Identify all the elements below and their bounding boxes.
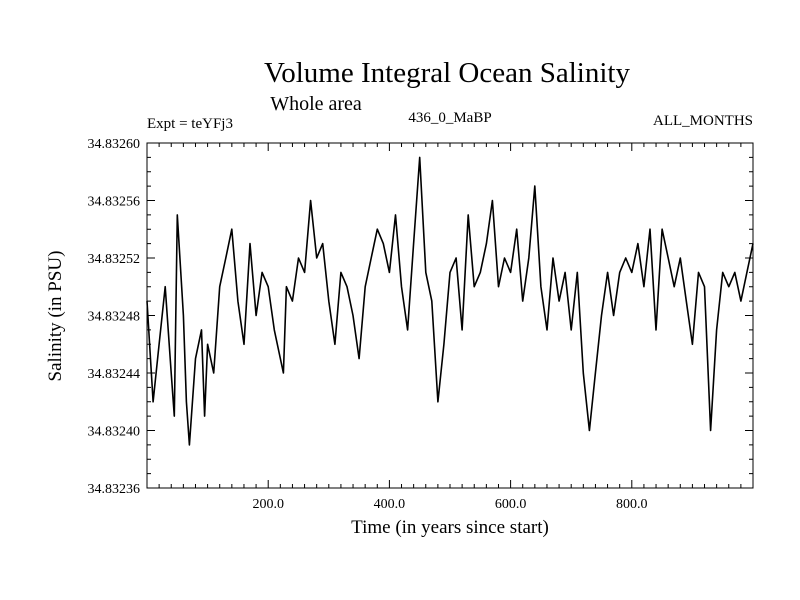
experiment-label: Expt = teYFj3 (147, 116, 233, 132)
x-axis-label: Time (in years since start) (351, 517, 549, 538)
y-tick-label: 34.83256 (88, 195, 141, 210)
x-tick-label: 600.0 (495, 497, 527, 512)
x-tick-label: 200.0 (252, 497, 284, 512)
y-tick-label: 34.83248 (88, 310, 141, 325)
y-tick-label: 34.83260 (88, 137, 141, 152)
plot-frame (146, 142, 754, 489)
y-axis-label: Salinity (in PSU) (45, 251, 66, 382)
chart-subtitle: Whole area (270, 93, 362, 115)
axis-ticks: 200.0 400.0 600.0 800.0 34.83236 34.83240 34.8… (88, 137, 754, 512)
series-line-salinity (146, 156, 754, 446)
y-tick-label: 34.83240 (88, 425, 141, 440)
x-tick-label: 800.0 (616, 497, 648, 512)
y-tick-label: 34.83236 (88, 482, 141, 497)
months-label: ALL_MONTHS (653, 113, 753, 129)
y-tick-label: 34.83252 (88, 252, 141, 267)
chart-title: Volume Integral Ocean Salinity (264, 57, 630, 89)
period-label: 436_0_MaBP (408, 110, 491, 126)
x-tick-label: 400.0 (374, 497, 406, 512)
y-tick-label: 34.83244 (88, 367, 141, 382)
series-layer (146, 156, 754, 446)
